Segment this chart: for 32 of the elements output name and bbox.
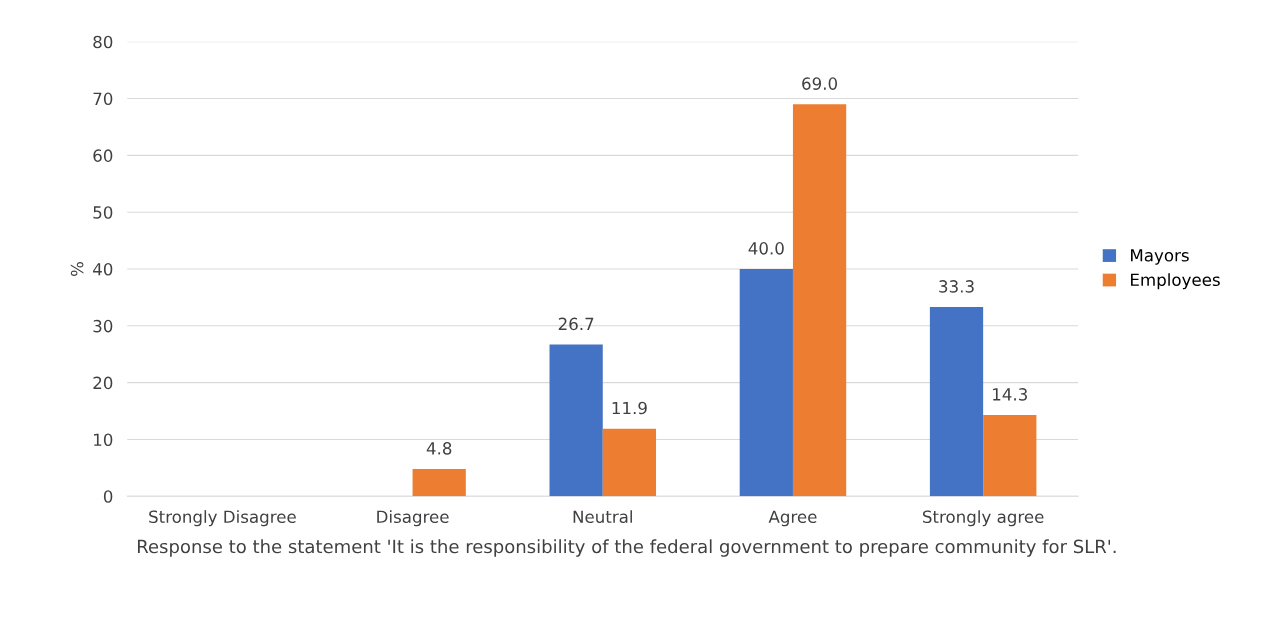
- x-tick-label: Agree: [768, 510, 817, 527]
- y-tick-label: 60: [93, 149, 113, 162]
- x-tick-label: Strongly Disagree: [149, 510, 296, 527]
- y-tick-label: 30: [93, 319, 113, 333]
- y-tick-label: 10: [94, 433, 113, 447]
- data-label: 40.0: [748, 242, 784, 255]
- legend-label: Mayors: [1131, 249, 1189, 265]
- y-axis-title: %: [70, 262, 84, 276]
- legend-label: Employees: [1131, 273, 1220, 290]
- bar: [983, 415, 1037, 497]
- x-tick-label: Strongly agree: [922, 510, 1044, 527]
- y-tick-label: 0: [103, 490, 113, 503]
- x-axis-title: Response to the statement 'It is the responsibility of the federal government to prepare community for SLR'.: [137, 539, 1116, 557]
- data-label: 11.9: [612, 401, 647, 415]
- data-label: 4.8: [426, 442, 452, 455]
- bar: [549, 344, 603, 497]
- bar: [412, 468, 466, 497]
- data-label: 26.7: [558, 317, 594, 331]
- bar: [929, 307, 984, 497]
- bar: [602, 428, 657, 497]
- y-tick-label: 20: [93, 376, 113, 390]
- bar: [792, 104, 847, 497]
- x-tick-label: Disagree: [377, 510, 449, 527]
- y-tick-label: 70: [93, 92, 113, 106]
- y-tick-label: 80: [93, 35, 113, 49]
- x-tick-label: Neutral: [573, 510, 632, 524]
- y-tick-label: 50: [93, 206, 113, 219]
- data-label: 33.3: [939, 280, 974, 293]
- y-tick-label: 40: [93, 262, 113, 276]
- data-label: 69.0: [802, 77, 838, 90]
- data-label: 14.3: [993, 388, 1027, 401]
- bar: [739, 269, 793, 497]
